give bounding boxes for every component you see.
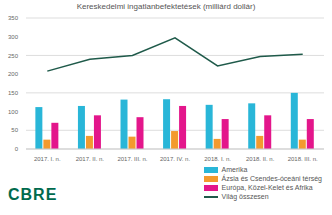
svg-text:2018. III. n.: 2018. III. n. — [288, 156, 318, 162]
svg-text:2017. I. n.: 2017. I. n. — [34, 156, 61, 162]
svg-text:2017. III. n.: 2017. III. n. — [117, 156, 147, 162]
svg-text:50: 50 — [11, 127, 18, 133]
svg-text:300: 300 — [8, 34, 19, 40]
svg-text:100: 100 — [8, 109, 19, 115]
svg-text:2017. II. n.: 2017. II. n. — [76, 156, 105, 162]
svg-text:250: 250 — [8, 53, 19, 59]
svg-text:2018. II. n.: 2018. II. n. — [246, 156, 275, 162]
svg-text:200: 200 — [8, 71, 19, 77]
html-text:Világ összesen: Világ összesen — [221, 193, 269, 200]
html-text:Európa, Közel-Kelet és Afrika: Európa, Közel-Kelet és Afrika — [221, 184, 313, 191]
html-text:Kereskedelmi ingatlanbefekteté: Kereskedelmi ingatlanbefektetések (milli… — [76, 2, 256, 11]
svg-text:150: 150 — [8, 90, 19, 96]
svg-text:0: 0 — [15, 146, 19, 152]
html-text:CBRE: CBRE — [8, 186, 58, 203]
html-text:Ázsia és Csendes-óceáni térség: Ázsia és Csendes-óceáni térség — [221, 175, 322, 182]
html-text:Amerika: Amerika — [221, 166, 248, 173]
svg-text:2017. IV. n.: 2017. IV. n. — [160, 156, 190, 162]
svg-text:2018. I. n.: 2018. I. n. — [204, 156, 231, 162]
svg-text:350: 350 — [8, 15, 19, 21]
